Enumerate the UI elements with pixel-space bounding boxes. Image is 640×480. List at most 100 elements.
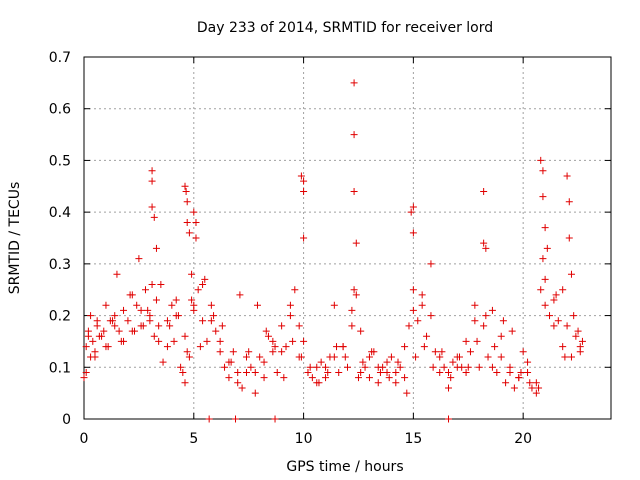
data-point xyxy=(322,363,330,371)
x-tick-label: 15 xyxy=(404,431,422,447)
y-tick-label: 0.4 xyxy=(49,205,71,221)
y-tick-label: 0.1 xyxy=(49,360,71,376)
data-point xyxy=(236,291,244,299)
x-tick-label: 20 xyxy=(514,431,532,447)
data-point xyxy=(124,317,132,325)
data-point xyxy=(185,229,193,237)
data-point xyxy=(109,317,117,325)
data-point xyxy=(567,270,575,278)
data-point xyxy=(365,374,373,382)
data-point xyxy=(409,229,417,237)
data-point xyxy=(559,286,567,294)
data-point xyxy=(482,312,490,320)
data-point xyxy=(368,348,376,356)
data-point xyxy=(499,317,507,325)
data-point xyxy=(532,389,540,397)
data-point xyxy=(207,317,215,325)
data-point xyxy=(361,363,369,371)
data-point xyxy=(464,363,472,371)
data-point xyxy=(348,322,356,330)
data-point xyxy=(341,353,349,361)
data-point xyxy=(188,270,196,278)
data-point xyxy=(242,368,250,376)
data-point xyxy=(260,358,268,366)
data-point xyxy=(519,348,527,356)
data-point xyxy=(155,322,163,330)
data-point xyxy=(229,348,237,356)
data-point xyxy=(168,301,176,309)
data-point xyxy=(350,131,358,139)
data-point xyxy=(396,363,404,371)
data-point xyxy=(576,348,584,356)
data-point xyxy=(535,384,543,392)
data-point xyxy=(207,301,215,309)
data-point xyxy=(515,374,523,382)
data-point xyxy=(102,301,110,309)
data-point xyxy=(216,348,224,356)
data-point xyxy=(212,327,220,335)
data-point xyxy=(539,167,547,175)
data-point xyxy=(445,368,453,376)
data-point xyxy=(181,379,189,387)
data-point xyxy=(339,343,347,351)
data-point xyxy=(455,353,463,361)
data-point xyxy=(82,368,90,376)
data-point xyxy=(100,327,108,335)
y-tick-label: 0.3 xyxy=(49,257,71,273)
data-point xyxy=(475,363,483,371)
data-point xyxy=(225,374,233,382)
data-point xyxy=(578,337,586,345)
data-point xyxy=(242,353,250,361)
data-point xyxy=(574,327,582,335)
data-point xyxy=(84,332,92,340)
data-point xyxy=(570,312,578,320)
data-point xyxy=(552,291,560,299)
data-point xyxy=(420,343,428,351)
data-point xyxy=(80,374,88,382)
data-point xyxy=(135,255,143,263)
data-point xyxy=(385,374,393,382)
data-point xyxy=(182,187,190,195)
data-point xyxy=(565,198,573,206)
data-point xyxy=(201,275,209,283)
data-point xyxy=(539,193,547,201)
data-point xyxy=(407,208,415,216)
data-point xyxy=(260,374,268,382)
data-point xyxy=(440,363,448,371)
data-point xyxy=(532,379,540,387)
data-point xyxy=(148,281,156,289)
data-point xyxy=(350,286,358,294)
data-point xyxy=(295,322,303,330)
data-point xyxy=(526,379,534,387)
data-point xyxy=(238,384,246,392)
data-point xyxy=(190,208,198,216)
data-point xyxy=(152,296,160,304)
data-point xyxy=(313,363,321,371)
data-point xyxy=(447,374,455,382)
data-point xyxy=(102,343,110,351)
data-point xyxy=(480,239,488,247)
data-point xyxy=(91,353,99,361)
data-point xyxy=(409,306,417,314)
data-point xyxy=(537,156,545,164)
data-point xyxy=(300,187,308,195)
data-point xyxy=(300,337,308,345)
data-point xyxy=(199,317,207,325)
data-point xyxy=(146,317,154,325)
data-point xyxy=(453,363,461,371)
data-point xyxy=(541,224,549,232)
data-point xyxy=(541,301,549,309)
data-point xyxy=(429,363,437,371)
data-point xyxy=(348,306,356,314)
data-point xyxy=(344,363,351,371)
data-point xyxy=(234,368,242,376)
data-point xyxy=(170,337,178,345)
data-point xyxy=(304,368,312,376)
data-point xyxy=(159,358,167,366)
data-point xyxy=(462,337,470,345)
data-point xyxy=(449,358,457,366)
chart-title: Day 233 of 2014, SRMTID for receiver lor… xyxy=(197,20,493,36)
data-point xyxy=(192,218,200,226)
data-point xyxy=(324,368,332,376)
data-point xyxy=(251,368,259,376)
